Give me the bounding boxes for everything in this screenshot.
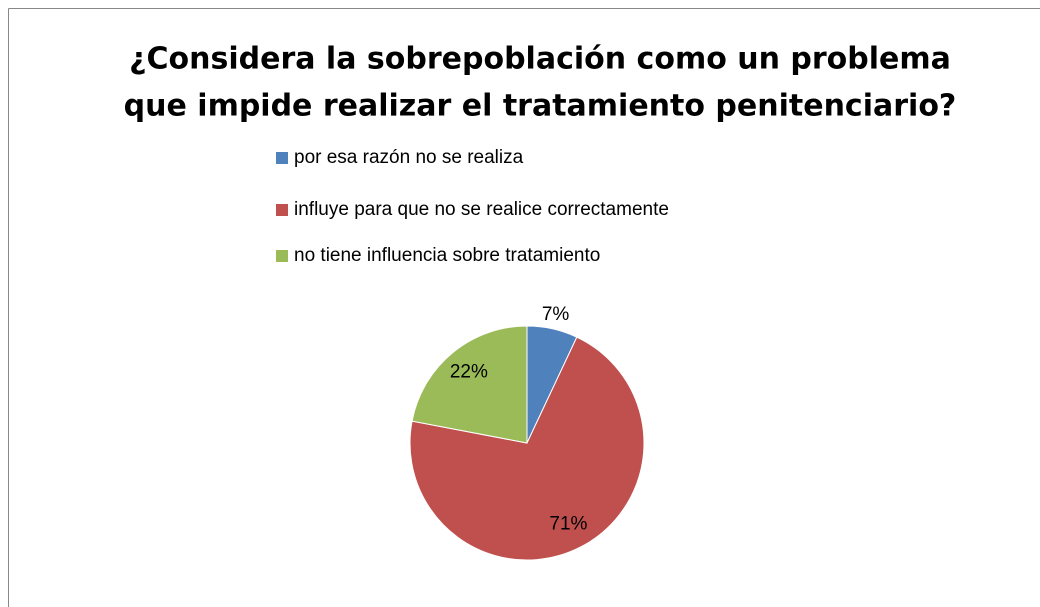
pie-slice xyxy=(409,336,645,561)
legend-swatch xyxy=(276,204,288,216)
chart-title: ¿Considera la sobrepoblación como un pro… xyxy=(129,42,951,77)
legend-label: por esa razón no se realiza xyxy=(294,147,524,168)
data-label: 22% xyxy=(450,362,488,383)
legend-label: influye para que no se realice correctam… xyxy=(294,199,669,220)
legend-label: no tiene influencia sobre tratamiento xyxy=(294,245,600,266)
legend-swatch xyxy=(276,152,288,164)
pie-slice xyxy=(411,325,528,444)
data-label: 7% xyxy=(542,304,570,325)
data-label: 71% xyxy=(549,513,587,534)
legend-swatch xyxy=(276,250,288,262)
chart-title: que impide realizar el tratamiento penit… xyxy=(124,89,957,124)
